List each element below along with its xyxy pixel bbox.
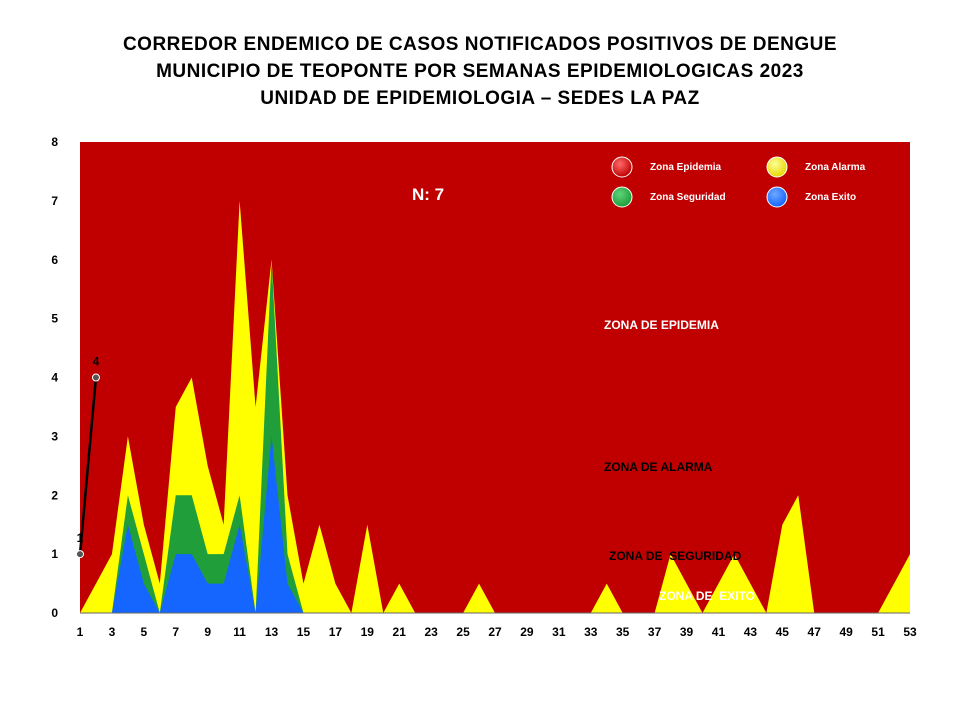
cases-line bbox=[78, 377, 98, 555]
x-tick-label: 21 bbox=[393, 625, 407, 639]
x-tick-label: 9 bbox=[204, 625, 211, 639]
y-tick-label: 7 bbox=[51, 194, 58, 208]
y-tick-label: 4 bbox=[51, 371, 58, 385]
x-tick-label: 3 bbox=[109, 625, 116, 639]
x-tick-label: 39 bbox=[680, 625, 694, 639]
legend-exito-marker bbox=[766, 186, 788, 208]
x-tick-label: 51 bbox=[871, 625, 885, 639]
legend-alarma-label: Zona Alarma bbox=[805, 162, 866, 173]
x-tick-label: 53 bbox=[903, 625, 917, 639]
y-tick-label: 6 bbox=[51, 253, 58, 267]
zone-label-seguridad: ZONA DE SEGURIDAD bbox=[609, 549, 742, 563]
y-tick-label: 5 bbox=[51, 312, 58, 326]
legend-exito-label: Zona Exito bbox=[805, 192, 856, 203]
y-tick-label: 3 bbox=[51, 429, 58, 443]
x-tick-label: 35 bbox=[616, 625, 630, 639]
legend-alarma-marker bbox=[766, 156, 788, 178]
cases-point-label: 1 bbox=[77, 531, 84, 545]
x-tick-label: 25 bbox=[456, 625, 470, 639]
x-tick-label: 11 bbox=[233, 625, 246, 639]
cases-point-label: 4 bbox=[93, 355, 100, 369]
annotation-n: N: 7 bbox=[412, 185, 444, 204]
chart-title-line-3: UNIDAD DE EPIDEMIOLOGIA – SEDES LA PAZ bbox=[260, 88, 700, 109]
cases-point bbox=[76, 550, 84, 559]
y-tick-label: 0 bbox=[51, 606, 58, 620]
cases-point bbox=[91, 373, 100, 382]
y-tick-label: 2 bbox=[51, 488, 58, 502]
x-tick-label: 41 bbox=[712, 625, 726, 639]
area-zona-alarma bbox=[80, 200, 910, 613]
zone-label-epidemia: ZONA DE EPIDEMIA bbox=[604, 318, 719, 332]
legend-epidemia-marker bbox=[611, 156, 633, 178]
x-tick-label: 31 bbox=[552, 625, 566, 639]
zone-label-exito: ZONA DE EXITO bbox=[659, 589, 755, 603]
x-tick-label: 17 bbox=[329, 625, 343, 639]
x-tick-label: 15 bbox=[297, 625, 311, 639]
x-tick-label: 27 bbox=[488, 625, 502, 639]
x-tick-label: 1 bbox=[77, 625, 84, 639]
x-tick-label: 43 bbox=[744, 625, 758, 639]
y-tick-label: 1 bbox=[51, 547, 58, 561]
legend-seguridad-marker bbox=[611, 186, 633, 208]
x-tick-label: 45 bbox=[776, 625, 790, 639]
x-tick-label: 49 bbox=[839, 625, 853, 639]
y-tick-label: 8 bbox=[51, 135, 58, 149]
x-tick-label: 7 bbox=[172, 625, 179, 639]
x-tick-label: 13 bbox=[265, 625, 279, 639]
x-tick-label: 23 bbox=[424, 625, 438, 639]
chart-title-line-1: CORREDOR ENDEMICO DE CASOS NOTIFICADOS P… bbox=[122, 34, 838, 55]
zone-label-alarma: ZONA DE ALARMA bbox=[604, 460, 713, 474]
x-tick-label: 47 bbox=[808, 625, 822, 639]
legend-epidemia-label: Zona Epidemia bbox=[650, 162, 722, 173]
x-tick-label: 19 bbox=[361, 625, 375, 639]
chart-title-line-2: MUNICIPIO DE TEOPONTE POR SEMANAS EPIDEM… bbox=[156, 61, 804, 82]
x-tick-label: 29 bbox=[520, 625, 534, 639]
x-tick-label: 33 bbox=[584, 625, 598, 639]
x-tick-label: 37 bbox=[648, 625, 662, 639]
x-tick-label: 5 bbox=[141, 625, 148, 639]
legend-seguridad-label: Zona Seguridad bbox=[650, 192, 726, 203]
